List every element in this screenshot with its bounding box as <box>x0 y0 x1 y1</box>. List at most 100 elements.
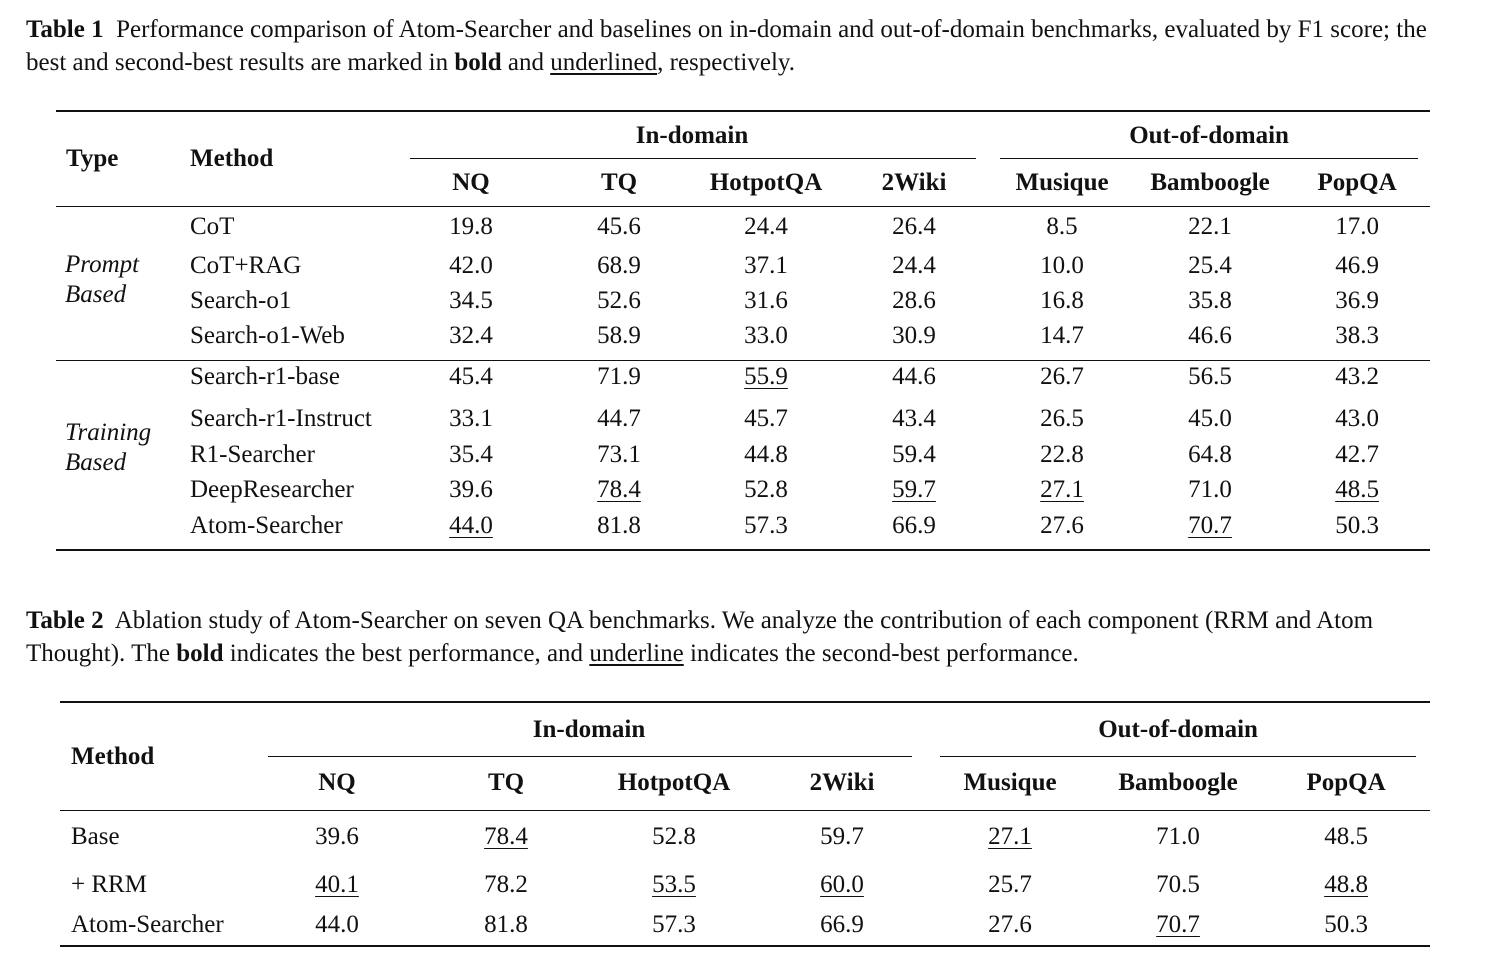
table2-caption-bold-word: bold <box>176 640 224 667</box>
method-cell: Atom-Searcher <box>190 511 343 539</box>
value-cell: 48.8 <box>1262 864 1430 905</box>
value-cell: 42.0 <box>396 248 546 283</box>
group-type-label: Training Based <box>56 353 190 543</box>
value-cell: 57.3 <box>692 508 840 543</box>
value-cell: 70.7 <box>1136 508 1284 543</box>
value-text: 40.1 <box>315 870 359 898</box>
table1-bottom-rule <box>56 549 1430 551</box>
value-text: 59.7 <box>892 476 936 503</box>
method-cell: + RRM <box>71 870 147 898</box>
value-cell: 70.7 <box>1094 905 1262 945</box>
table2-caption-post: indicates the second-best performance. <box>683 640 1079 667</box>
table1-header-type: Type <box>66 145 119 172</box>
table2: Method In-domain Out-of-domain NQ TQ Hot… <box>60 703 1430 945</box>
value-text: 24.4 <box>744 213 788 240</box>
table2-top-rule <box>60 701 1430 703</box>
value-cell: 81.8 <box>546 508 692 543</box>
value-cell: 52.8 <box>590 810 758 864</box>
table1-group-training-based: Training Based Search-r1-base 45.4 71.9 55.9 4… <box>56 353 1430 543</box>
value-text: 46.9 <box>1335 251 1379 279</box>
table2-indomain-rule <box>268 756 912 757</box>
method-cell: DeepResearcher <box>190 476 354 503</box>
table2-col-header: Bamboogle <box>1118 769 1238 796</box>
table1-header-out-of-domain: Out-of-domain <box>1129 121 1289 149</box>
value-cell: 25.4 <box>1136 248 1284 283</box>
value-cell: 78.4 <box>546 472 692 508</box>
value-cell: 8.5 <box>988 206 1136 248</box>
value-text: 27.6 <box>1040 511 1084 539</box>
value-text: 26.7 <box>1040 363 1084 390</box>
value-cell: 33.0 <box>692 318 840 353</box>
table2-bottom-rule <box>60 945 1430 947</box>
table2-body: Base 39.6 78.4 52.8 59.7 27.1 71.0 48.5 + RRM 40.… <box>60 810 1430 945</box>
value-text: 27.6 <box>988 911 1032 938</box>
value-text: 44.0 <box>449 511 493 539</box>
value-cell: 35.4 <box>396 437 546 472</box>
value-text: 81.8 <box>484 911 528 938</box>
value-cell: 28.6 <box>840 283 988 318</box>
table2-col-header: PopQA <box>1306 769 1386 796</box>
value-text: 71.9 <box>597 363 641 390</box>
table1-group-prompt-based: Prompt Based CoT 19.8 45.6 24.4 26.4 8.5 22.1 17.… <box>56 206 1430 353</box>
value-text: 73.1 <box>597 440 641 468</box>
value-cell: 50.3 <box>1284 508 1430 543</box>
table-row: Base 39.6 78.4 52.8 59.7 27.1 71.0 48.5 <box>60 810 1430 864</box>
value-cell: 37.1 <box>692 248 840 283</box>
table2-caption-text: Ablation study of Atom-Searcher on seven… <box>26 607 1374 667</box>
table-row: Prompt Based CoT 19.8 45.6 24.4 26.4 8.5 22.1 17.… <box>56 206 1430 308</box>
value-text: 26.4 <box>892 213 936 240</box>
table2-header-method: Method <box>71 742 155 770</box>
value-text: 43.4 <box>892 405 936 432</box>
value-cell: 78.2 <box>422 864 590 905</box>
table1-col-header: NQ <box>452 168 490 196</box>
group-type-line1: Prompt <box>65 250 140 278</box>
value-text: 70.7 <box>1156 911 1200 938</box>
table2-caption-mid: indicates the best performance, and <box>223 640 590 667</box>
value-text: 71.0 <box>1188 476 1232 503</box>
value-text: 30.9 <box>892 321 936 349</box>
value-cell: 46.9 <box>1284 248 1430 283</box>
value-text: 16.8 <box>1040 286 1084 314</box>
value-cell: 57.3 <box>590 905 758 945</box>
value-text: 78.4 <box>597 476 641 503</box>
value-text: 68.9 <box>597 251 641 279</box>
value-text: 10.0 <box>1040 251 1084 279</box>
value-cell: 26.7 <box>988 353 1136 401</box>
value-text: 70.5 <box>1156 870 1200 898</box>
value-text: 39.6 <box>449 476 493 503</box>
value-text: 50.3 <box>1324 911 1368 938</box>
value-text: 44.6 <box>892 363 936 390</box>
value-cell: 16.8 <box>988 283 1136 318</box>
table1-header-rule <box>56 206 1430 207</box>
value-cell: 40.1 <box>252 864 422 905</box>
method-cell: Atom-Searcher <box>71 911 224 938</box>
value-cell: 59.4 <box>840 437 988 472</box>
table2-caption: Table 2 Ablation study of Atom-Searcher … <box>26 604 1446 670</box>
value-text: 28.6 <box>892 286 936 314</box>
value-text: 34.5 <box>449 286 493 314</box>
value-cell: 26.5 <box>988 401 1136 437</box>
table-row: DeepResearcher 39.6 78.4 52.8 59.7 27.1 71.0 48… <box>56 472 1430 508</box>
value-cell: 44.7 <box>546 401 692 437</box>
table2-col-header: NQ <box>318 769 356 796</box>
value-text: 22.8 <box>1040 440 1084 468</box>
table1-col-header: HotpotQA <box>709 168 823 196</box>
table1-outdomain-rule <box>1000 158 1418 159</box>
value-text: 14.7 <box>1040 321 1084 349</box>
value-cell: 24.4 <box>840 248 988 283</box>
value-text: 52.6 <box>597 286 641 314</box>
value-text: 44.0 <box>315 911 359 938</box>
value-text: 25.7 <box>988 870 1032 898</box>
table2-header-in-domain: In-domain <box>532 715 646 743</box>
value-text: 27.1 <box>988 823 1032 850</box>
value-cell: 56.5 <box>1136 353 1284 401</box>
value-text: 33.1 <box>449 405 493 432</box>
table1-col-header: 2Wiki <box>881 168 947 196</box>
value-cell: 44.6 <box>840 353 988 401</box>
value-cell: 27.1 <box>926 810 1094 864</box>
table-row: Training Based Search-r1-base 45.4 71.9 55.9 4… <box>56 353 1430 476</box>
value-text: 39.6 <box>315 823 359 850</box>
table-row: + RRM 40.1 78.2 53.5 60.0 25.7 70.5 48.8 <box>60 864 1430 905</box>
value-text: 35.4 <box>449 440 493 468</box>
value-cell: 53.5 <box>590 864 758 905</box>
